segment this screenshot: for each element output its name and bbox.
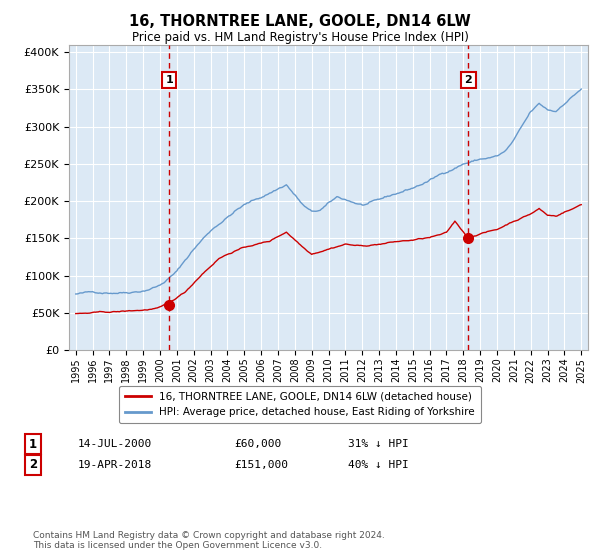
Text: 2: 2: [29, 458, 37, 472]
Text: 19-APR-2018: 19-APR-2018: [78, 460, 152, 470]
Text: 16, THORNTREE LANE, GOOLE, DN14 6LW: 16, THORNTREE LANE, GOOLE, DN14 6LW: [129, 14, 471, 29]
Text: £151,000: £151,000: [234, 460, 288, 470]
Text: £60,000: £60,000: [234, 439, 281, 449]
Text: 40% ↓ HPI: 40% ↓ HPI: [348, 460, 409, 470]
Text: Contains HM Land Registry data © Crown copyright and database right 2024.
This d: Contains HM Land Registry data © Crown c…: [33, 531, 385, 550]
Text: 31% ↓ HPI: 31% ↓ HPI: [348, 439, 409, 449]
Text: 2: 2: [464, 75, 472, 85]
Legend: 16, THORNTREE LANE, GOOLE, DN14 6LW (detached house), HPI: Average price, detach: 16, THORNTREE LANE, GOOLE, DN14 6LW (det…: [119, 386, 481, 423]
Text: 1: 1: [29, 437, 37, 451]
Text: Price paid vs. HM Land Registry's House Price Index (HPI): Price paid vs. HM Land Registry's House …: [131, 31, 469, 44]
Text: 1: 1: [165, 75, 173, 85]
Text: 14-JUL-2000: 14-JUL-2000: [78, 439, 152, 449]
